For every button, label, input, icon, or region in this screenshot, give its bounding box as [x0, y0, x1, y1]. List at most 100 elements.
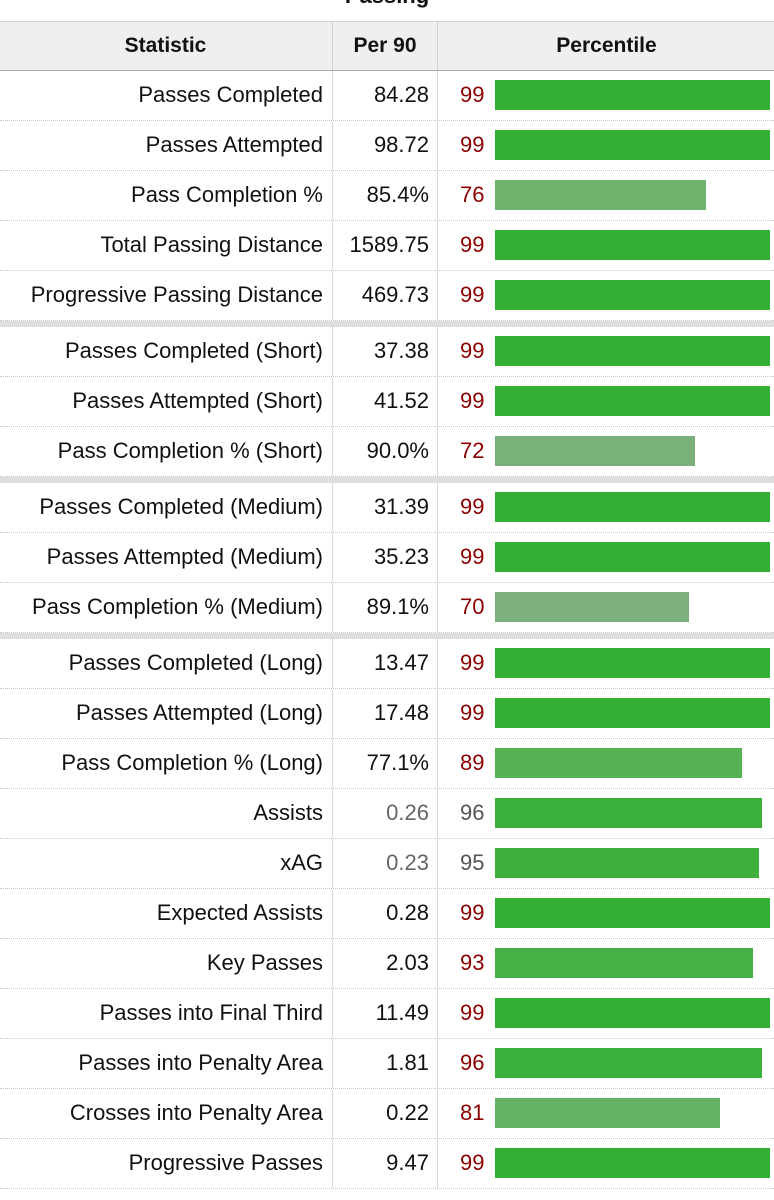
- stat-name[interactable]: Passes Completed (Short): [65, 338, 323, 363]
- per90-value: 1.81: [332, 1039, 437, 1088]
- percentile-bar: [495, 798, 762, 828]
- stat-name[interactable]: Pass Completion % (Medium): [32, 594, 323, 619]
- per90-value: 0.28: [332, 889, 437, 938]
- percentile-cell: 95: [437, 839, 774, 888]
- percentile-cell: 99: [437, 639, 774, 688]
- table-row: Passes Completed (Long) 13.47 99: [0, 633, 774, 689]
- percentile-bar: [495, 336, 770, 366]
- per90-value: 89.1%: [332, 583, 437, 632]
- percentile-value: 99: [460, 1150, 485, 1175]
- percentile-bar: [495, 280, 770, 310]
- table-row: Passes Completed (Short) 37.38 99: [0, 321, 774, 377]
- stat-name[interactable]: Crosses into Penalty Area: [69, 1100, 323, 1125]
- percentile-value: 96: [460, 1050, 485, 1075]
- stat-name[interactable]: Assists: [253, 800, 323, 825]
- stat-name[interactable]: Expected Assists: [156, 900, 323, 925]
- percentile-cell: 76: [437, 171, 774, 220]
- per90-value: 13.47: [332, 639, 437, 688]
- percentile-cell: 99: [437, 327, 774, 376]
- percentile-bar: [495, 386, 770, 416]
- table-row: Progressive Passes 9.47 99: [0, 1139, 774, 1189]
- percentile-cell: 99: [437, 689, 774, 738]
- percentile-value: 89: [460, 750, 485, 775]
- percentile-bar: [495, 698, 770, 728]
- percentile-bar: [495, 180, 706, 210]
- percentile-cell: 72: [437, 427, 774, 476]
- percentile-cell: 81: [437, 1089, 774, 1138]
- table-row: Passes Attempted (Medium) 35.23 99: [0, 533, 774, 583]
- table-row: Crosses into Penalty Area 0.22 81: [0, 1089, 774, 1139]
- stat-name[interactable]: xAG: [280, 850, 323, 875]
- percentile-value: 99: [460, 1000, 485, 1025]
- percentile-cell: 99: [437, 221, 774, 270]
- table-body: Passes Completed 84.28 99 Passes Attempted 9…: [0, 71, 774, 1189]
- per90-value: 2.03: [332, 939, 437, 988]
- table-row: Pass Completion % 85.4% 76: [0, 171, 774, 221]
- table-row: Total Passing Distance 1589.75 99: [0, 221, 774, 271]
- percentile-cell: 96: [437, 1039, 774, 1088]
- percentile-cell: 93: [437, 939, 774, 988]
- per90-value: 11.49: [332, 989, 437, 1038]
- per90-value: 0.23: [332, 839, 437, 888]
- percentile-cell: 99: [437, 1139, 774, 1188]
- percentile-cell: 99: [437, 533, 774, 582]
- table-row: Progressive Passing Distance 469.73 99: [0, 271, 774, 321]
- percentile-bar: [495, 848, 759, 878]
- table-row: Passes into Penalty Area 1.81 96: [0, 1039, 774, 1089]
- percentile-bar: [495, 80, 770, 110]
- percentile-bar: [495, 130, 770, 160]
- table-header: Statistic Per 90 Percentile: [0, 21, 774, 71]
- per90-value: 37.38: [332, 327, 437, 376]
- percentile-value: 99: [460, 494, 485, 519]
- percentile-bar: [495, 1048, 762, 1078]
- percentile-cell: 99: [437, 483, 774, 532]
- percentile-cell: 99: [437, 271, 774, 320]
- stat-name[interactable]: Progressive Passing Distance: [30, 282, 323, 307]
- per90-value: 98.72: [332, 121, 437, 170]
- percentile-bar: [495, 998, 770, 1028]
- stat-name[interactable]: Passes Attempted: [145, 132, 323, 157]
- per90-value: 1589.75: [332, 221, 437, 270]
- percentile-cell: 70: [437, 583, 774, 632]
- header-percentile[interactable]: Percentile: [437, 22, 774, 70]
- table-row: Pass Completion % (Long) 77.1% 89: [0, 739, 774, 789]
- percentile-bar: [495, 1098, 720, 1128]
- percentile-value: 99: [460, 282, 485, 307]
- percentile-bar: [495, 898, 770, 928]
- per90-value: 41.52: [332, 377, 437, 426]
- stat-name[interactable]: Key Passes: [206, 950, 323, 975]
- percentile-value: 76: [460, 182, 485, 207]
- stat-name[interactable]: Passes Attempted (Medium): [46, 544, 323, 569]
- table-caption: Passing: [0, 0, 774, 22]
- table-row: Passes Completed (Medium) 31.39 99: [0, 477, 774, 533]
- percentile-bar: [495, 436, 695, 466]
- percentile-cell: 99: [437, 889, 774, 938]
- percentile-value: 96: [460, 800, 485, 825]
- percentile-value: 95: [460, 850, 485, 875]
- per90-value: 84.28: [332, 71, 437, 120]
- header-statistic[interactable]: Statistic: [124, 34, 207, 57]
- stat-name[interactable]: Total Passing Distance: [100, 232, 323, 257]
- stat-name[interactable]: Passes into Final Third: [99, 1000, 323, 1025]
- percentile-value: 99: [460, 388, 485, 413]
- stat-name[interactable]: Passes Attempted (Short): [72, 388, 323, 413]
- stat-name[interactable]: Pass Completion %: [131, 182, 323, 207]
- table-row: Passes into Final Third 11.49 99: [0, 989, 774, 1039]
- percentile-value: 93: [460, 950, 485, 975]
- per90-value: 85.4%: [332, 171, 437, 220]
- stat-name[interactable]: Progressive Passes: [128, 1150, 323, 1175]
- stat-name[interactable]: Passes Completed (Long): [68, 650, 323, 675]
- percentile-bar: [495, 492, 770, 522]
- stat-name[interactable]: Pass Completion % (Short): [57, 438, 323, 463]
- stat-name[interactable]: Pass Completion % (Long): [61, 750, 323, 775]
- stat-name[interactable]: Passes into Penalty Area: [78, 1050, 323, 1075]
- percentile-bar: [495, 648, 770, 678]
- percentile-value: 99: [460, 544, 485, 569]
- table-row: Key Passes 2.03 93: [0, 939, 774, 989]
- stat-name[interactable]: Passes Attempted (Long): [75, 700, 323, 725]
- stat-name[interactable]: Passes Completed: [138, 82, 323, 107]
- table-row: Passes Completed 84.28 99: [0, 71, 774, 121]
- stat-name[interactable]: Passes Completed (Medium): [39, 494, 323, 519]
- header-per90[interactable]: Per 90: [332, 22, 437, 70]
- table-row: Passes Attempted (Long) 17.48 99: [0, 689, 774, 739]
